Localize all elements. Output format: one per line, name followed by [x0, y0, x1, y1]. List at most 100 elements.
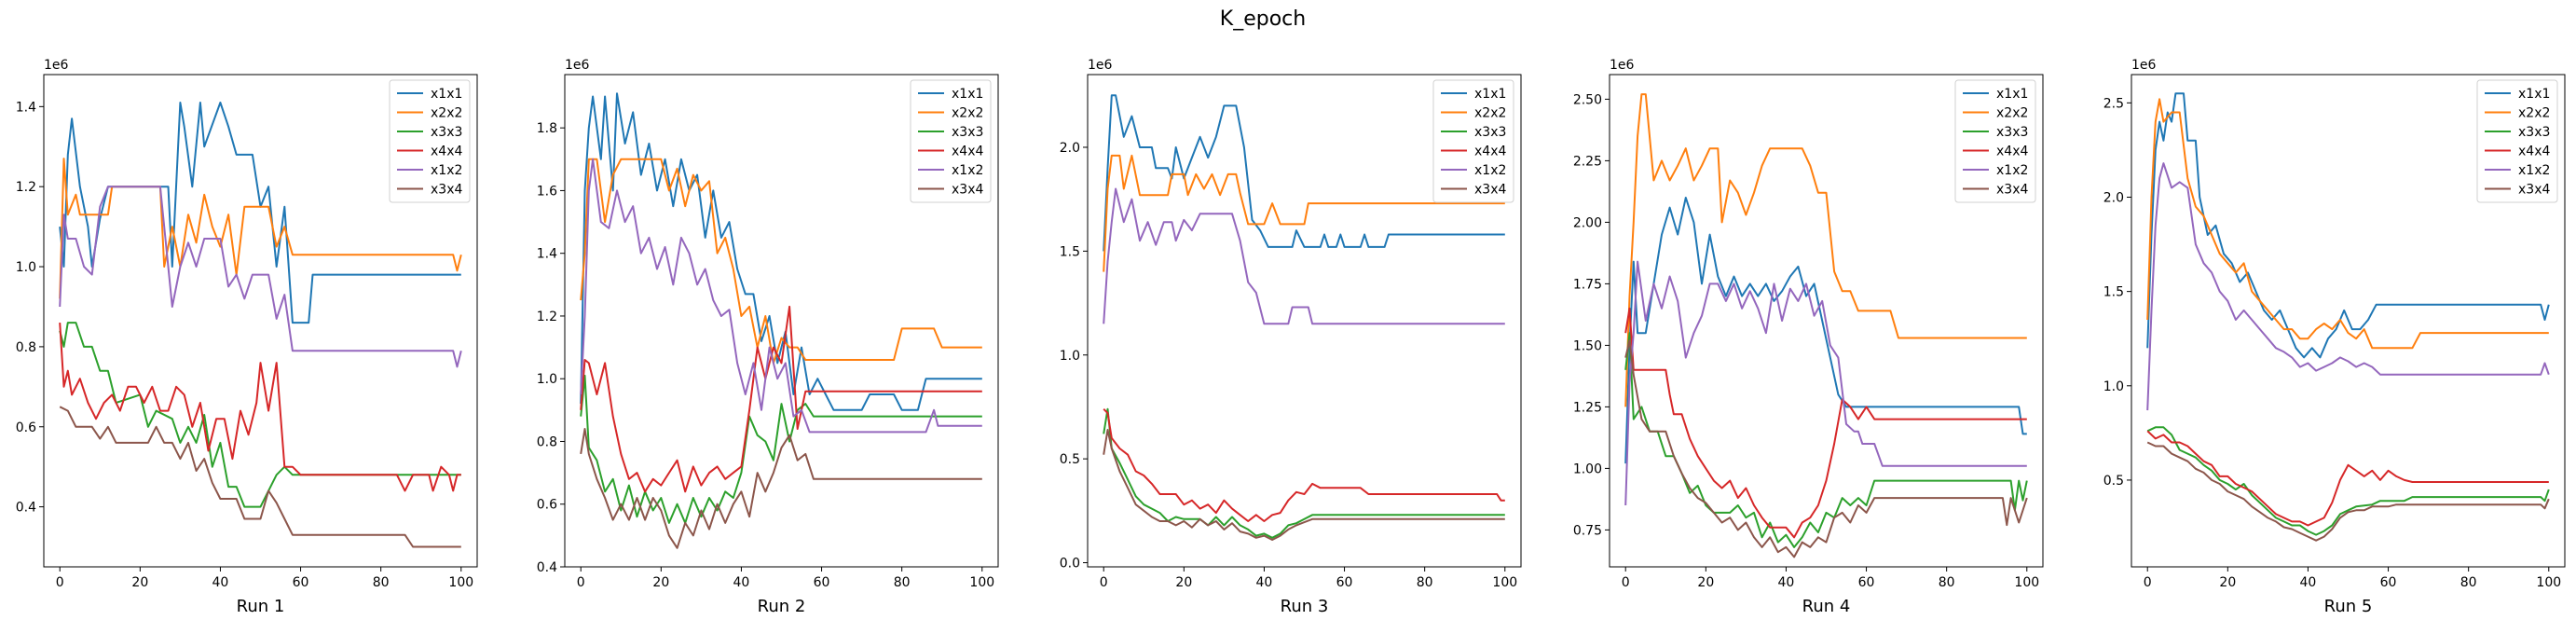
legend-label: x1x1	[1996, 87, 2028, 102]
x-tick: 20	[2219, 567, 2236, 590]
x-tick-label: 0	[577, 575, 585, 590]
legend-item-x4x4: x4x4	[397, 145, 462, 159]
legend-label: x2x2	[1474, 106, 1506, 121]
y-tick: 0.4	[16, 501, 44, 516]
x-tick: 80	[1939, 567, 1955, 590]
series-lines	[59, 102, 462, 548]
legend-label: x4x4	[1474, 145, 1506, 159]
legend-label: x3x3	[952, 125, 983, 140]
series-line-x1x2	[59, 186, 462, 368]
y-tick-label: 1.25	[1573, 400, 1602, 415]
y-tick: 2.25	[1573, 154, 1610, 169]
y-tick: 1.4	[537, 247, 565, 262]
series-line-x2x2	[59, 158, 462, 299]
series-line-x1x1	[59, 102, 461, 324]
x-tick: 100	[2014, 567, 2039, 590]
series-line-x1x2	[1624, 260, 2027, 506]
y-tick-label: 1.0	[537, 372, 557, 387]
legend-item-x1x1: x1x1	[1963, 87, 2028, 102]
x-tick-label: 20	[2219, 575, 2236, 590]
x-tick: 40	[1778, 567, 1794, 590]
y-tick: 1.2	[537, 310, 565, 324]
legend-item-x2x2: x2x2	[1963, 106, 2028, 121]
legend-label: x3x4	[1996, 183, 2028, 198]
legend-label: x1x2	[952, 163, 983, 178]
legend-label: x4x4	[431, 145, 462, 159]
series-line-x3x4	[59, 406, 461, 548]
y-tick-label: 1.0	[1060, 349, 1080, 364]
y-tick: 1.75	[1573, 277, 1610, 292]
legend-item-x3x4: x3x4	[397, 183, 462, 198]
x-tick-label: 80	[1939, 575, 1955, 590]
x-tick: 100	[448, 567, 473, 590]
y-tick-label: 1.75	[1573, 277, 1602, 292]
axes-frame	[2131, 74, 2566, 568]
legend-label: x1x2	[431, 163, 462, 178]
y-tick: 1.2	[16, 180, 44, 195]
legend-item-x2x2: x2x2	[2485, 106, 2550, 121]
legend-label: x1x1	[952, 87, 983, 102]
legend-item-x3x4: x3x4	[918, 183, 983, 198]
y-tick: 1.50	[1573, 338, 1610, 353]
series-line-x2x2	[1103, 154, 1505, 272]
y-tick-label: 1.0	[2103, 379, 2124, 394]
y-tick: 0.8	[16, 340, 44, 355]
legend-item-x1x2: x1x2	[918, 163, 983, 178]
y-tick-label: 2.0	[1060, 141, 1080, 156]
legend-item-x3x4: x3x4	[2485, 183, 2550, 198]
figure-title: K_epoch	[1220, 7, 1306, 31]
legend: x1x1 x2x2 x3x3 x4x4 x1x2 x3x4	[2476, 79, 2558, 203]
x-tick: 80	[373, 567, 390, 590]
legend-box	[2476, 79, 2558, 203]
y-tick-label: 0.8	[537, 434, 557, 449]
x-tick: 20	[131, 567, 148, 590]
y-offset-text: 1e6	[1088, 58, 1113, 73]
legend-label: x4x4	[952, 145, 983, 159]
y-tick-label: 1.50	[1573, 338, 1602, 353]
x-axis-label: Run 3	[1281, 597, 1329, 616]
legend-item-x4x4: x4x4	[918, 145, 983, 159]
legend-item-x4x4: x4x4	[1441, 145, 1506, 159]
axes-frame	[564, 74, 999, 568]
x-tick-label: 0	[2144, 575, 2152, 590]
legend-item-x3x4: x3x4	[1963, 183, 2028, 198]
y-tick: 0.6	[16, 420, 44, 435]
legend-item-x3x3: x3x3	[2485, 125, 2550, 140]
x-tick-label: 100	[2536, 575, 2561, 590]
subplot-run-4: 0 20 40 60 80 100 0.75 1.00 1.25 1.50 1.75 2.00 2.25…	[1573, 58, 2044, 616]
x-tick: 40	[2300, 567, 2317, 590]
legend-label: x3x3	[1996, 125, 2028, 140]
x-tick: 0	[577, 567, 585, 590]
x-tick-label: 60	[814, 575, 830, 590]
legend-item-x1x2: x1x2	[2485, 163, 2550, 178]
axes-frame	[43, 74, 478, 568]
series-line-x4x4	[1103, 408, 1505, 522]
axes-frame	[1087, 74, 1522, 568]
y-tick-label: 1.5	[1060, 244, 1080, 259]
y-tick-label: 0.5	[2103, 474, 2124, 489]
legend-label: x3x4	[952, 183, 983, 198]
x-tick-label: 0	[1622, 575, 1630, 590]
y-offset-text: 1e6	[565, 58, 590, 73]
x-tick-label: 100	[969, 575, 994, 590]
series-line-x1x2	[1103, 187, 1505, 325]
legend: x1x1 x2x2 x3x3 x4x4 x1x2 x3x4	[910, 79, 992, 203]
legend-label: x3x4	[2518, 183, 2550, 198]
x-tick-label: 40	[2300, 575, 2317, 590]
legend-label: x1x2	[1474, 163, 1506, 178]
series-line-x4x4	[1624, 307, 2027, 539]
y-tick: 0.4	[537, 560, 565, 575]
series-line-x2x2	[580, 158, 982, 365]
legend-box	[389, 79, 471, 203]
series-lines	[1624, 93, 2028, 558]
y-offset-text: 1e6	[1610, 58, 1635, 73]
x-tick-label: 60	[1858, 575, 1875, 590]
y-tick: 1.6	[537, 184, 565, 199]
legend-label: x3x4	[1474, 183, 1506, 198]
x-tick: 0	[56, 567, 64, 590]
series-line-x4x4	[59, 323, 461, 492]
y-tick-label: 1.2	[16, 180, 36, 195]
series-lines	[1103, 94, 1505, 541]
y-tick: 0.0	[1060, 557, 1088, 572]
